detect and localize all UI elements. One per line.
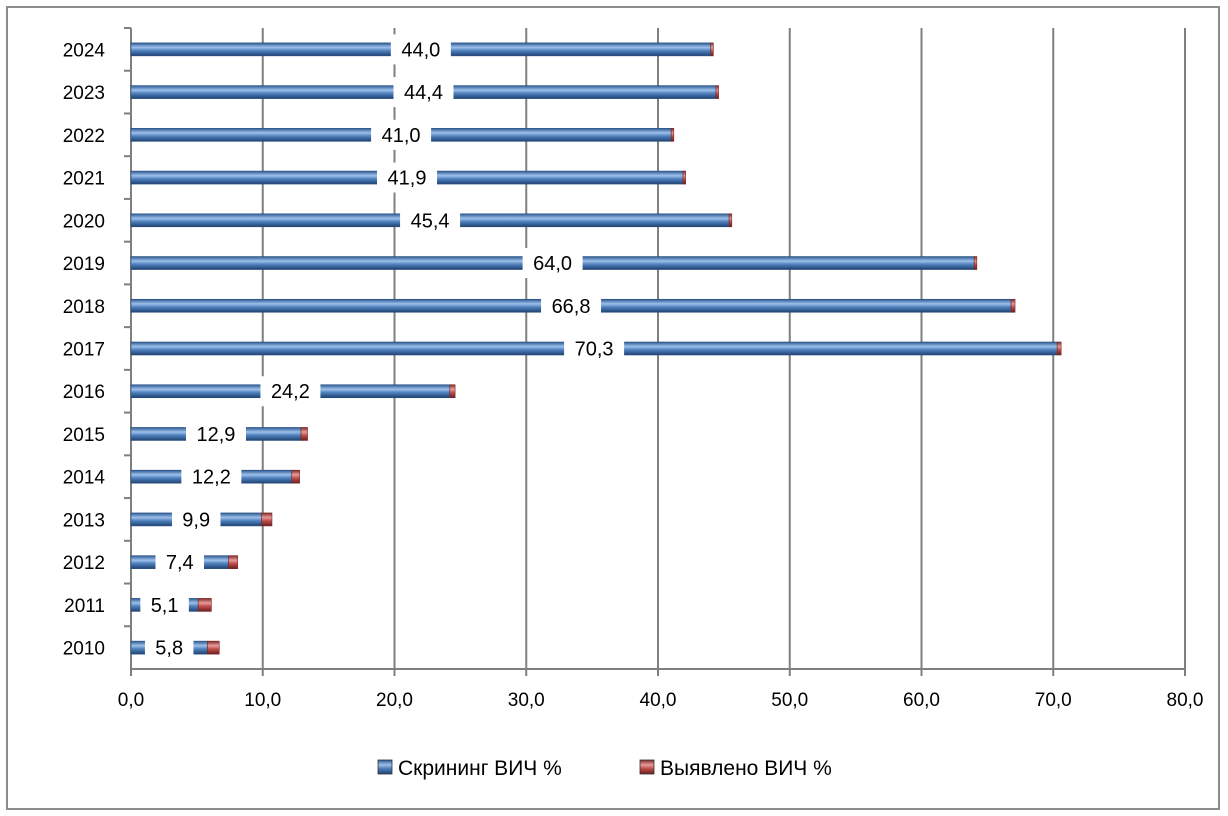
y-tick-label: 2021 (63, 169, 105, 190)
data-label-bg (377, 162, 438, 193)
legend-swatch-detected (639, 759, 655, 775)
data-label: 64,0 (533, 253, 572, 275)
bar-detected (710, 42, 714, 57)
x-tick-label: 20,0 (376, 690, 413, 711)
y-tick-label: 2018 (63, 297, 105, 318)
bar-detected (973, 256, 978, 270)
legend-label-detected: Выявлено ВИЧ % (660, 757, 832, 780)
x-tick-label: 40,0 (640, 690, 677, 711)
y-tick-label: 2016 (63, 382, 105, 403)
y-tick-label: 2019 (63, 254, 105, 275)
data-label: 44,0 (401, 39, 440, 61)
bar-detected (670, 128, 675, 142)
y-tick-label: 2017 (63, 340, 105, 361)
data-label-bg (400, 205, 461, 236)
legend-label-screening: Скрининг ВИЧ % (398, 757, 562, 780)
y-tick-label: 2023 (63, 83, 105, 104)
y-tick-label: 2015 (63, 425, 105, 446)
legend-swatch-screening (377, 759, 393, 775)
bar-detected (207, 640, 220, 655)
legend: Скрининг ВИЧ % Выявлено ВИЧ % (377, 757, 832, 780)
y-tick-label: 2024 (63, 40, 106, 61)
bar-detected (300, 427, 308, 441)
bar-detected (291, 469, 300, 484)
bar-detected (197, 598, 212, 612)
bar-detected (449, 384, 456, 399)
data-label: 66,8 (552, 296, 591, 318)
data-labels: 5,8 5,1 7,4 9,9 12,2 12,9 24,2 70,3 66,8 64,0 45,4… (140, 34, 625, 663)
y-tick-label: 2010 (63, 639, 105, 660)
bar-detected (728, 213, 733, 228)
bar-detected (715, 85, 719, 99)
data-label: 41,0 (382, 125, 421, 147)
y-tick-label: 2020 (63, 211, 105, 232)
data-label-bg (140, 589, 189, 620)
y-tick-label: 2012 (63, 553, 105, 574)
data-label-bg (393, 77, 454, 108)
x-tick-label: 60,0 (903, 690, 940, 711)
data-label: 44,4 (404, 82, 443, 104)
data-label: 9,9 (182, 509, 210, 531)
data-label: 70,3 (575, 339, 614, 361)
data-label: 5,8 (155, 638, 183, 660)
bar-detected (1010, 298, 1016, 313)
data-label-bg (541, 290, 602, 321)
data-label-bg (564, 333, 625, 364)
bar-detected (1056, 341, 1062, 356)
bar-detected (682, 170, 686, 185)
x-tick-label: 80,0 (1167, 690, 1204, 711)
data-label: 5,1 (151, 595, 179, 617)
x-tick-label: 0,0 (118, 690, 144, 711)
bar-detected (261, 512, 273, 527)
x-tick-label: 70,0 (1035, 690, 1072, 711)
data-label-bg (155, 547, 204, 578)
y-tick-label: 2011 (64, 596, 105, 617)
x-tick-label: 50,0 (771, 690, 808, 711)
data-label-bg (171, 504, 221, 535)
data-label-bg (144, 632, 194, 663)
data-label-bg (522, 248, 583, 279)
data-label-bg (390, 34, 451, 65)
data-label-bg (185, 418, 246, 449)
y-tick-label: 2022 (63, 126, 105, 147)
data-label-bg (181, 461, 242, 492)
data-label: 41,9 (388, 168, 427, 190)
x-tick-label: 10,0 (244, 690, 281, 711)
data-label: 24,2 (271, 381, 310, 403)
data-label: 12,2 (192, 467, 231, 489)
axes: 0,0 10,0 20,0 30,0 40,0 50,0 60,0 70,0 80,0 2010 2… (63, 27, 1204, 711)
y-tick-label: 2013 (63, 510, 105, 531)
data-label: 7,4 (166, 552, 194, 574)
y-tick-label: 2014 (63, 468, 106, 489)
data-label: 12,9 (197, 424, 236, 446)
data-label-bg (371, 119, 432, 150)
bar-detected (228, 555, 239, 569)
data-label: 45,4 (411, 210, 450, 232)
data-label-bg (260, 376, 321, 407)
x-tick-label: 30,0 (508, 690, 545, 711)
